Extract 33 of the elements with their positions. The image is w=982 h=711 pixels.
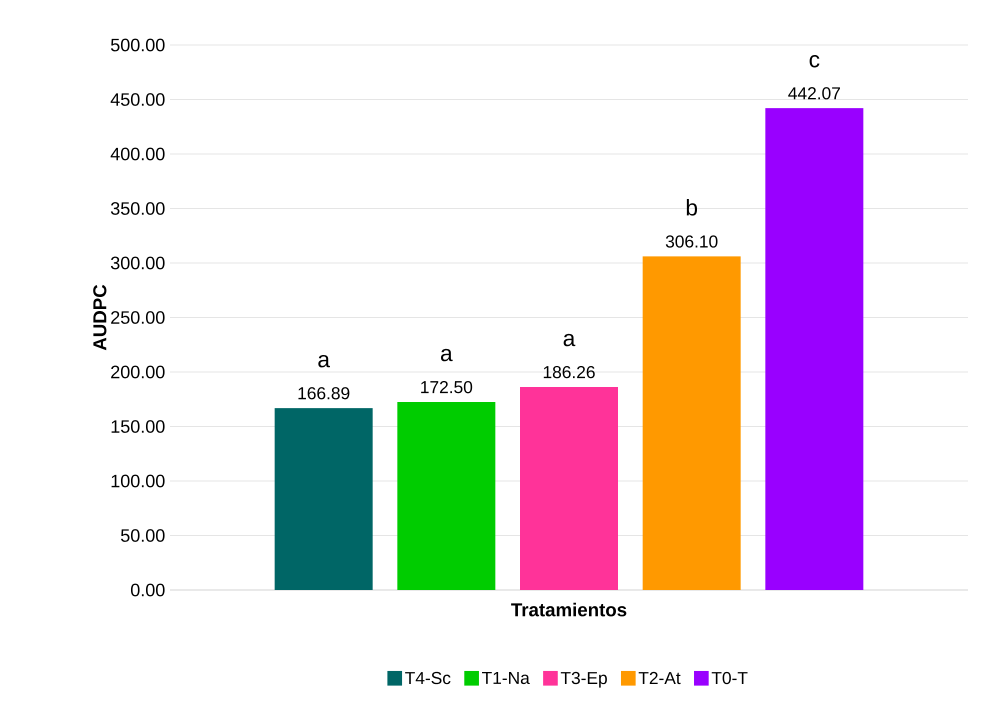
- x-axis-title: Tratamientos: [511, 602, 626, 616]
- legend-label: T4-Sc: [405, 672, 451, 684]
- y-tick-label: 400.00: [110, 148, 165, 160]
- legend-label: T1-Na: [482, 672, 530, 684]
- annotation: a: [440, 348, 453, 362]
- annotation: a: [318, 354, 330, 368]
- y-tick-label: 0.00: [130, 584, 165, 596]
- bar: [520, 386, 618, 590]
- legend-label: T0-T: [712, 672, 748, 684]
- data-label: 442.07: [788, 87, 840, 100]
- y-tick-label: 500.00: [110, 38, 165, 52]
- bar: [765, 108, 864, 590]
- legend-label: T3-Ep: [560, 672, 607, 688]
- data-label: 186.26: [544, 366, 595, 378]
- y-tick-label: 300.00: [110, 256, 165, 270]
- legend-label: T2-At: [638, 672, 681, 684]
- y-tick-label: 450.00: [110, 93, 165, 106]
- y-tick-label: 100.00: [112, 474, 165, 488]
- y-tick-label: 50.00: [120, 529, 165, 542]
- annotation: b: [686, 199, 698, 216]
- bar: [642, 256, 741, 590]
- data-label: 172.50: [421, 380, 472, 394]
- data-label: 166.89: [298, 387, 350, 400]
- y-tick-label: 350.00: [110, 202, 165, 215]
- annotation: c: [810, 55, 820, 68]
- annotation: a: [564, 334, 576, 346]
- bar: [397, 402, 496, 590]
- bar: [274, 408, 373, 590]
- y-tick-label: 250.00: [111, 311, 165, 324]
- data-label: 306.10: [666, 235, 718, 248]
- y-tick-label: 200.00: [111, 366, 165, 378]
- y-tick-label: 150.00: [112, 420, 165, 433]
- y-axis-title: AUDPC: [93, 284, 106, 350]
